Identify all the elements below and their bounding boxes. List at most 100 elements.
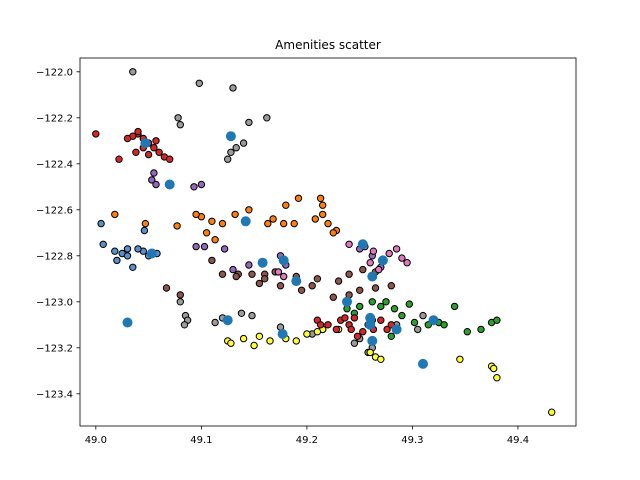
data-point-brown-5-7 (255, 279, 264, 288)
data-point-red-9-6 (350, 314, 359, 322)
data-point-yellow-8-1 (239, 334, 248, 343)
data-point-orange-3-0 (111, 210, 119, 219)
data-point-brown-5-15 (276, 282, 285, 290)
data-point-yellow-8-12 (292, 337, 300, 345)
y-tick-label-1: −122.2 (36, 113, 73, 124)
centroid-point-17 (277, 329, 288, 339)
data-point-gray-1-2 (229, 84, 237, 92)
y-tick-label-0: −122.0 (36, 67, 73, 78)
data-point-gray-1-1 (195, 79, 204, 88)
data-point-brown-5-20 (356, 286, 364, 294)
data-point-yellow-8-13 (456, 355, 464, 363)
data-point-red-0-6 (134, 127, 142, 136)
x-tick-label-1: 49.1 (190, 435, 212, 446)
plot-area (80, 58, 576, 426)
data-point-red-9-1 (324, 321, 332, 329)
data-point-green-7-2 (382, 298, 390, 306)
data-point-blue-4-2 (111, 247, 119, 255)
data-point-blue-4-4 (123, 252, 132, 260)
y-tick-label-3: −122.6 (36, 205, 73, 216)
data-point-orange-3-16 (316, 194, 325, 203)
data-point-orange-3-23 (245, 206, 253, 214)
data-point-gray-1-7 (227, 148, 235, 157)
data-point-yellow-8-11 (250, 341, 258, 350)
data-point-green-7-1 (368, 298, 376, 306)
data-point-orange-3-11 (280, 219, 288, 228)
centroid-point-1 (225, 131, 236, 142)
data-point-gray-1-29 (350, 339, 359, 347)
data-point-pink-6-0 (369, 247, 378, 255)
data-point-red-9-15 (353, 332, 362, 340)
data-point-gray-1-9 (263, 114, 271, 122)
centroid-point-15 (222, 315, 233, 326)
data-point-orange-3-6 (192, 210, 200, 219)
data-point-orange-3-13 (269, 215, 277, 223)
data-point-red-0-12 (166, 155, 174, 163)
data-point-yellow-8-18 (227, 339, 235, 347)
data-point-purple-2-1 (148, 176, 156, 184)
data-point-orange-3-19 (324, 219, 332, 228)
data-point-red-9-9 (377, 316, 385, 324)
data-point-orange-3-2 (173, 222, 181, 230)
data-point-yellow-8-5 (303, 330, 311, 338)
data-point-orange-3-4 (208, 217, 216, 226)
data-point-gray-1-3 (174, 114, 182, 122)
data-point-red-0-4 (150, 144, 158, 152)
data-point-gray-1-0 (129, 68, 137, 76)
data-point-purple-2-2 (152, 180, 160, 189)
centroid-point-4 (146, 248, 157, 259)
data-point-blue-4-0 (97, 219, 105, 228)
data-point-brown-5-18 (208, 256, 216, 265)
data-point-yellow-8-3 (266, 337, 274, 345)
data-point-brown-5-12 (359, 265, 367, 274)
data-point-purple-2-6 (200, 242, 209, 251)
data-point-orange-3-22 (294, 194, 303, 203)
data-point-red-0-7 (144, 150, 153, 159)
data-point-pink-6-9 (274, 268, 283, 276)
data-point-gray-1-8 (245, 118, 253, 127)
data-point-gray-1-27 (419, 311, 427, 320)
data-point-purple-2-3 (197, 180, 206, 189)
centroid-point-9 (291, 276, 302, 287)
data-point-brown-5-24 (261, 275, 269, 283)
centroid-point-18 (367, 335, 378, 346)
data-point-orange-3-5 (218, 219, 227, 228)
data-point-blue-4-9 (113, 256, 121, 265)
data-point-blue-4-12 (123, 245, 132, 253)
data-point-gray-1-11 (224, 155, 232, 163)
data-point-orange-3-18 (319, 210, 327, 219)
data-point-gray-1-15 (237, 309, 246, 317)
data-point-gray-1-13 (211, 318, 219, 327)
data-point-pink-6-7 (375, 265, 383, 274)
data-point-orange-3-17 (319, 201, 327, 209)
centroid-point-6 (357, 239, 368, 250)
data-point-orange-3-8 (202, 229, 211, 237)
x-tick-label-4: 49.4 (507, 435, 529, 446)
data-point-gray-1-6 (232, 144, 240, 152)
centroid-point-3 (240, 216, 251, 227)
plot-frame (79, 57, 577, 427)
data-point-purple-2-4 (190, 183, 198, 191)
data-point-brown-5-22 (387, 282, 395, 290)
scatter-marks (92, 68, 556, 416)
data-point-red-0-11 (152, 137, 160, 145)
data-point-pink-6-8 (392, 245, 401, 253)
data-point-red-9-10 (383, 325, 391, 334)
data-point-brown-5-14 (218, 270, 227, 278)
data-point-orange-3-1 (141, 219, 150, 228)
data-point-brown-5-23 (329, 293, 337, 301)
data-point-orange-3-20 (329, 229, 337, 237)
data-point-purple-2-9 (245, 261, 253, 269)
data-point-red-9-13 (341, 314, 349, 322)
data-point-red-0-9 (123, 134, 132, 143)
data-point-pink-6-4 (366, 259, 374, 267)
data-point-green-7-18 (377, 302, 385, 311)
data-point-green-7-3 (390, 305, 399, 313)
data-point-brown-5-17 (176, 291, 185, 299)
centroid-point-8 (367, 271, 378, 282)
data-point-purple-2-7 (220, 245, 229, 253)
data-point-brown-5-6 (334, 277, 343, 285)
centroid-point-16 (122, 317, 133, 328)
y-tick-label-2: −122.4 (36, 159, 73, 170)
